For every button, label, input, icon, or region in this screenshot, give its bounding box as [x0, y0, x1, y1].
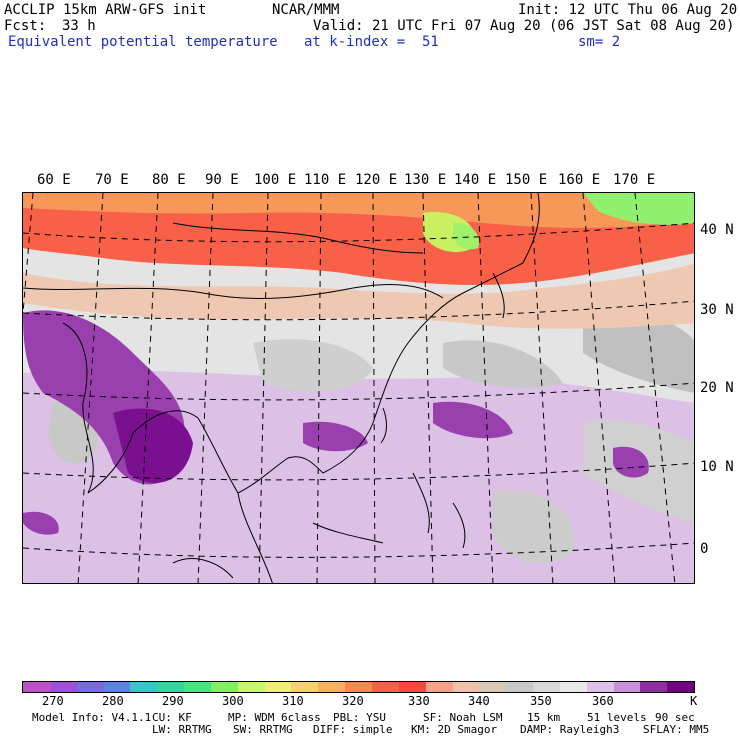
lon-label: 140 E	[454, 172, 497, 188]
fcst-value: 33 h	[62, 18, 96, 34]
valid-time: Valid: 21 UTC Fri 07 Aug 20 (06 JST Sat …	[313, 18, 735, 34]
lat-label: 40 N	[700, 222, 734, 238]
colorbar-swatch	[533, 682, 560, 692]
lat-label: 0	[700, 541, 709, 557]
model-info: Model Info: V4.1.1	[32, 711, 152, 724]
colorbar-swatch	[291, 682, 319, 692]
colorbar-label: 300	[222, 694, 244, 708]
lon-label: 160 E	[558, 172, 601, 188]
lat-label: 20 N	[700, 380, 734, 396]
colorbar-swatch	[479, 682, 507, 692]
colorbar-label: 330	[408, 694, 430, 708]
colorbar-swatch	[130, 682, 158, 692]
colorbar-swatch	[425, 682, 453, 692]
lon-label: 100 E	[254, 172, 297, 188]
colorbar-label: 360	[592, 694, 614, 708]
colorbar-label: 350	[530, 694, 552, 708]
colorbar-label: 340	[468, 694, 490, 708]
colorbar-swatch	[184, 682, 211, 692]
colorbar-label: 290	[162, 694, 184, 708]
colorbar-label: 270	[42, 694, 64, 708]
km-scheme: KM: 2D Smagor	[411, 723, 498, 736]
colorbar-swatch	[157, 682, 185, 692]
pbl-scheme: PBL: YSU	[333, 711, 386, 724]
colorbar-swatch	[667, 682, 695, 692]
colorbar-swatch	[452, 682, 480, 692]
cu-scheme: CU: KF	[152, 711, 192, 724]
colorbar-swatch	[559, 682, 587, 692]
timestep: 90 sec	[655, 711, 695, 724]
lon-label: 90 E	[205, 172, 239, 188]
diff-scheme: DIFF: simple	[313, 723, 393, 736]
lat-label: 10 N	[700, 459, 734, 475]
lon-label: 110 E	[304, 172, 347, 188]
resolution: 15 km	[527, 711, 561, 724]
field-name: Equivalent potential temperature	[8, 34, 278, 50]
colorbar-swatch	[345, 682, 372, 692]
sflay-scheme: SFLAY: MM5	[643, 723, 710, 736]
lon-label: 80 E	[152, 172, 186, 188]
colorbar-swatch	[210, 682, 238, 692]
fcst-label: Fcst:	[4, 18, 47, 34]
colorbar-label: 310	[282, 694, 304, 708]
colorbar-swatch	[613, 682, 641, 692]
colorbar-swatch	[103, 682, 131, 692]
colorbar-swatch	[586, 682, 614, 692]
colorbar-swatch	[318, 682, 346, 692]
lon-label: 170 E	[613, 172, 656, 188]
level-index: at k-index = 51	[304, 34, 439, 50]
colorbar-swatch	[264, 682, 292, 692]
map-field	[23, 193, 694, 583]
colorbar-unit: K	[690, 694, 698, 708]
lon-label: 150 E	[505, 172, 548, 188]
colorbar-label: 280	[102, 694, 124, 708]
colorbar-swatch	[76, 682, 104, 692]
sw-scheme: SW: RRTMG	[233, 723, 293, 736]
colorbar-swatch	[506, 682, 534, 692]
colorbar-swatch	[237, 682, 265, 692]
init-time: Init: 12 UTC Thu 06 Aug 20	[518, 2, 738, 18]
lon-label: 130 E	[404, 172, 447, 188]
colorbar	[22, 681, 695, 693]
damp-scheme: DAMP: Rayleigh3	[520, 723, 620, 736]
sf-scheme: SF: Noah LSM	[423, 711, 503, 724]
colorbar-swatch	[371, 682, 399, 692]
lon-label: 60 E	[37, 172, 71, 188]
center-name: NCAR/MMM	[272, 2, 340, 18]
smoothing: sm= 2	[578, 34, 621, 50]
lw-scheme: LW: RRTMG	[152, 723, 212, 736]
mp-scheme: MP: WDM 6class	[228, 711, 321, 724]
colorbar-swatch	[49, 682, 77, 692]
lon-label: 120 E	[355, 172, 398, 188]
colorbar-swatch	[398, 682, 426, 692]
model-title: ACCLIP 15km ARW-GFS init	[4, 2, 207, 18]
colorbar-swatch	[23, 682, 50, 692]
map-panel	[22, 192, 695, 584]
lon-label: 70 E	[95, 172, 129, 188]
colorbar-swatch	[640, 682, 668, 692]
lat-label: 30 N	[700, 302, 734, 318]
levels: 51 levels	[587, 711, 647, 724]
colorbar-label: 320	[342, 694, 364, 708]
